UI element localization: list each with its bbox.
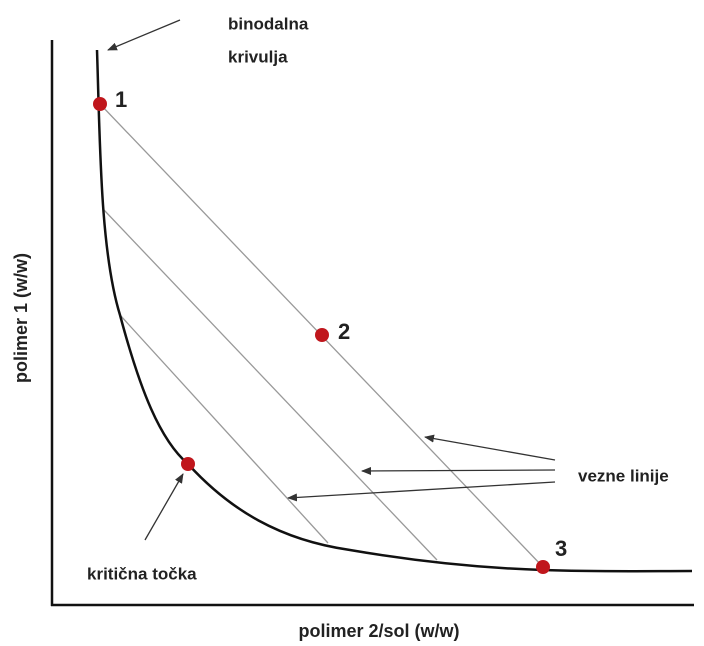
curve-label: binodalna <box>228 14 309 33</box>
tie-lines-label: vezne linije <box>578 466 669 485</box>
y-axis-label: polimer 1 (w/w) <box>11 253 31 383</box>
point-label: 2 <box>338 319 350 344</box>
binodal-curve <box>95 49 693 573</box>
critical-point-label: kritična točka <box>87 564 197 583</box>
point-label: 1 <box>115 87 127 112</box>
x-axis-label: polimer 2/sol (w/w) <box>298 621 459 641</box>
points <box>93 97 550 574</box>
point-label: 3 <box>555 536 567 561</box>
axes <box>50 40 694 607</box>
curve-label: krivulja <box>228 47 288 66</box>
arrows <box>107 19 556 541</box>
